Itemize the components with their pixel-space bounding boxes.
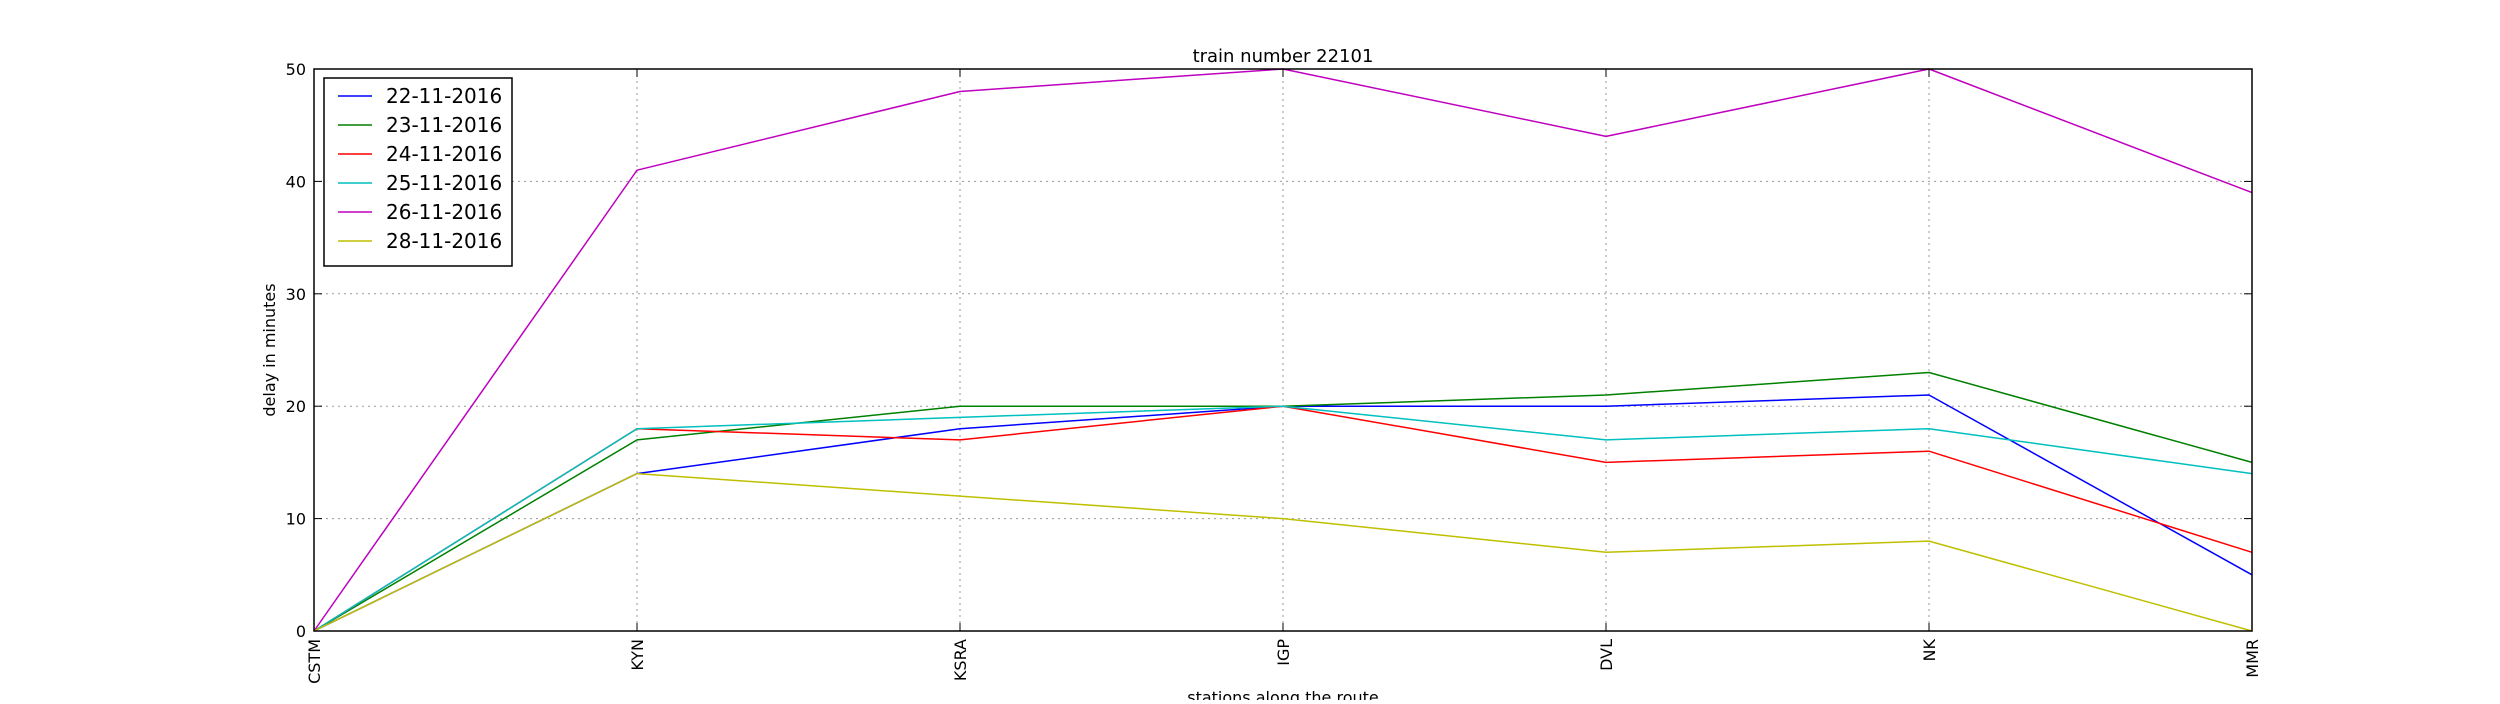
x-axis-label: stations along the route (1187, 688, 1379, 700)
x-tick-label: IGP (1274, 639, 1293, 666)
legend-label: 22-11-2016 (386, 84, 502, 108)
x-tick-label: KSRA (951, 639, 970, 681)
y-tick-label: 40 (286, 172, 306, 191)
legend-label: 26-11-2016 (386, 200, 502, 224)
x-tick-label: CSTM (305, 639, 324, 684)
legend-label: 28-11-2016 (386, 229, 502, 253)
series-line (313, 405, 2253, 632)
y-tick-label: 0 (296, 622, 306, 641)
legend: 22-11-2016 23-11-2016 24-11-2016 25-11-2016… (323, 77, 513, 267)
y-tick-label: 10 (286, 510, 306, 529)
legend-frame (323, 77, 513, 267)
legend-label: 24-11-2016 (386, 142, 502, 166)
chart-title: train number 22101 (1193, 46, 1374, 67)
series-line (313, 472, 2253, 632)
y-axis-label: delay in minutes (260, 283, 279, 416)
x-tick-label: NK (1920, 639, 1939, 662)
x-tick-label: KYN (628, 639, 647, 671)
x-tick-label: DVL (1597, 639, 1616, 671)
legend-label: 25-11-2016 (386, 171, 502, 195)
x-tick-label: MMR (2243, 639, 2262, 678)
y-tick-label: 50 (286, 60, 306, 79)
axis-ticks: 0 10 20 30 40 50 CSTM KYN KSRA IGP DVL NK MMR (286, 60, 2262, 684)
y-tick-label: 30 (286, 285, 306, 304)
y-tick-label: 20 (286, 397, 306, 416)
legend-label: 23-11-2016 (386, 113, 502, 137)
